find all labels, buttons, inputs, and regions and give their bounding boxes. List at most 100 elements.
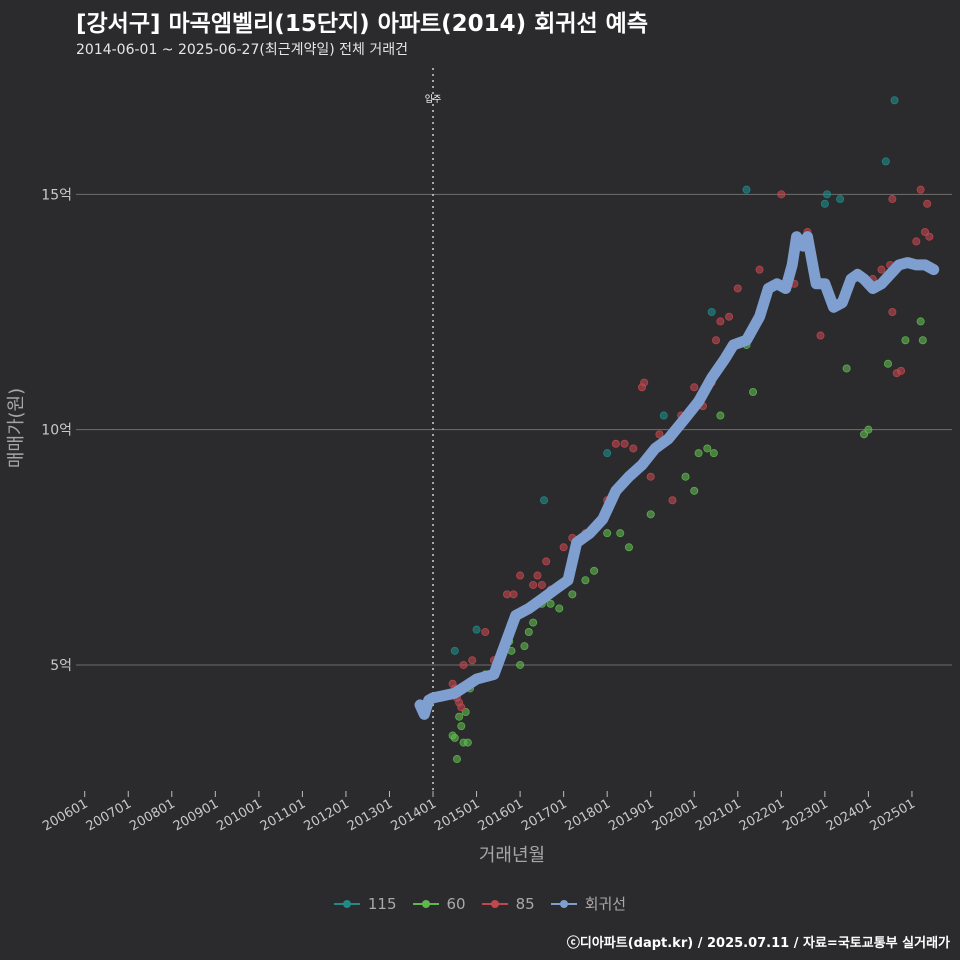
x-tick-label: 201201: [301, 796, 351, 834]
point-85-45: [877, 265, 886, 274]
x-tick-label: 201701: [519, 796, 569, 834]
x-tick-label: 200701: [84, 796, 134, 834]
point-85-12: [529, 580, 538, 589]
point-60-15: [524, 628, 533, 637]
x-tick-label: 201001: [214, 796, 264, 834]
point-85-7: [481, 628, 490, 637]
point-115-6: [742, 185, 751, 194]
point-85-55: [923, 199, 932, 208]
y-axis-title: 매매가(원): [6, 388, 27, 468]
point-115-8: [823, 190, 832, 199]
chart-title: [강서구] 마곡엠벨리(15단지) 아파트(2014) 회귀선 예측: [76, 11, 649, 37]
x-tick-label: 202501: [867, 796, 917, 834]
point-85-14: [537, 580, 546, 589]
point-85-35: [716, 317, 725, 326]
x-tick-label: 200901: [171, 796, 221, 834]
x-tick-label: 201501: [432, 796, 482, 834]
point-60-38: [864, 425, 873, 434]
point-85-50: [897, 366, 906, 375]
grid-layer: [76, 193, 952, 666]
point-85-13: [533, 571, 542, 580]
legend-key-85: [481, 898, 508, 910]
point-115-10: [881, 157, 890, 166]
x-tick-label: 201901: [606, 796, 656, 834]
regression-line: [414, 231, 940, 720]
point-60-32: [716, 411, 725, 420]
point-115-4: [659, 411, 668, 420]
point-85-15: [542, 557, 551, 566]
point-85-42: [816, 331, 825, 340]
point-85-10: [509, 590, 518, 599]
x-tick-label: 202401: [824, 796, 874, 834]
y-tick-label: 15억: [41, 187, 72, 203]
x-tick-label: 202201: [737, 796, 787, 834]
point-60-1: [450, 733, 459, 742]
legend-key-60: [412, 898, 439, 910]
point-115-7: [820, 199, 829, 208]
point-60-41: [916, 317, 925, 326]
legend-key-regression: [550, 898, 577, 910]
legend-item-regression: 회귀선: [550, 893, 627, 914]
source-caption: ⓒ디아파트(dapt.kr) / 2025.07.11 / 자료=국토교통부 실…: [566, 936, 950, 951]
point-115-11: [890, 96, 899, 105]
chart-subtitle: 2014-06-01 ~ 2025-06-27(최근계약일) 전체 거래건: [76, 42, 408, 58]
point-60-40: [901, 336, 910, 345]
point-85-38: [755, 265, 764, 274]
legend-label-115: 115: [367, 894, 397, 913]
point-85-34: [712, 336, 721, 345]
point-85-24: [629, 444, 638, 453]
y-tick-label: 10억: [41, 423, 72, 439]
legend-item-60: 60: [412, 893, 466, 914]
point-115-1: [472, 625, 481, 634]
point-85-6: [468, 656, 477, 665]
point-85-53: [916, 185, 925, 194]
legend-item-85: 85: [481, 893, 535, 914]
point-60-13: [516, 660, 525, 669]
point-85-5: [459, 660, 468, 669]
y-tick-label: 5억: [50, 658, 72, 674]
point-60-27: [681, 472, 690, 481]
point-85-48: [888, 195, 897, 204]
point-60-2: [452, 755, 461, 764]
point-115-3: [603, 449, 612, 458]
point-60-31: [709, 449, 718, 458]
point-60-22: [590, 566, 599, 575]
point-60-30: [703, 444, 712, 453]
x-tick-label: 202001: [650, 796, 700, 834]
legend-label-60: 60: [446, 894, 466, 913]
point-60-18: [546, 599, 555, 608]
point-85-52: [912, 237, 921, 246]
point-85-31: [690, 383, 699, 392]
legend: 115 60 85 회귀선: [0, 893, 960, 914]
point-85-29: [668, 496, 677, 505]
point-85-27: [646, 472, 655, 481]
x-tick-label: 202101: [693, 796, 743, 834]
legend-key-115: [333, 898, 360, 910]
point-60-19: [555, 604, 564, 613]
point-60-26: [646, 510, 655, 519]
point-115-0: [450, 646, 459, 655]
x-tick-label: 200601: [40, 796, 90, 834]
point-60-39: [883, 359, 892, 368]
point-60-14: [520, 642, 529, 651]
x-tick-label: 201301: [345, 796, 395, 834]
point-115-2: [540, 496, 549, 505]
point-85-39: [777, 190, 786, 199]
point-85-37: [733, 284, 742, 293]
legend-label-85: 85: [515, 894, 535, 913]
point-60-23: [603, 529, 612, 538]
point-85-36: [725, 312, 734, 321]
point-60-24: [616, 529, 625, 538]
point-60-36: [842, 364, 851, 373]
point-85-28: [655, 430, 664, 439]
x-tick-label: 202301: [780, 796, 830, 834]
point-60-42: [918, 336, 927, 345]
legend-item-115: 115: [333, 893, 397, 914]
point-85-47: [888, 307, 897, 316]
move-in-label: 입주: [425, 93, 442, 105]
point-60-6: [463, 738, 472, 747]
legend-label-regression: 회귀선: [584, 895, 627, 913]
x-tick-label: 201401: [389, 796, 439, 834]
point-60-4: [457, 722, 466, 731]
